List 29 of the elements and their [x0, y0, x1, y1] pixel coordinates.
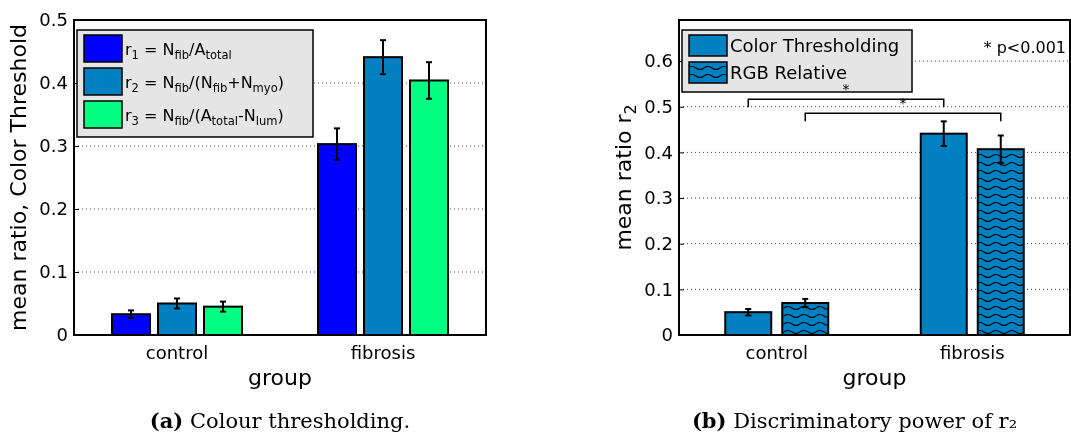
y-tick-label: 0.1 — [39, 261, 68, 283]
text: r$_{3}$ = N$_{fib}$/(A$_{total}$-N$_{lum}$) — [125, 105, 284, 128]
legend-label: Color Thresholding — [730, 34, 900, 56]
y-tick-label: 0.5 — [39, 9, 68, 31]
y-tick-label: 0.5 — [644, 96, 673, 117]
y-tick-label: 0.2 — [644, 232, 673, 254]
x-tick-label: control — [745, 342, 808, 363]
text: r$_{2}$ = N$_{fib}$/(N$_{fib}$+N$_{myo}$) — [125, 72, 284, 95]
y-tick-label: 0.3 — [39, 135, 68, 157]
y-tick-label: 0.6 — [644, 50, 673, 72]
annotation: * — [842, 81, 850, 98]
y-tick-label: 0.2 — [39, 198, 68, 220]
x-tick-label: fibrosis — [939, 342, 1005, 363]
y-tick-label: 0.4 — [39, 72, 68, 94]
annotation: * p<0.001 — [983, 38, 1066, 57]
y-tick-label: 0.1 — [644, 278, 673, 300]
legend-label: r$_{1}$ = N$_{fib}$/A$_{total}$ — [125, 39, 232, 62]
x-tick-label: control — [145, 342, 209, 363]
y-axis-title: mean ratio, Color Threshold — [6, 24, 31, 331]
y-tick-label: 0 — [661, 324, 673, 346]
y-tick-label: 0.4 — [644, 141, 673, 163]
x-axis-title: group — [842, 365, 907, 390]
x-tick-label: fibrosis — [350, 342, 416, 363]
y-tick-label: 0 — [56, 324, 68, 346]
legend-label: RGB Relative — [730, 61, 848, 83]
text: (a) Colour thresholding. — [149, 408, 411, 433]
x-axis-title: group — [248, 365, 312, 390]
text: (b) Discriminatory power of r₂ — [691, 408, 1018, 433]
y-tick-label: 0.3 — [644, 187, 673, 209]
